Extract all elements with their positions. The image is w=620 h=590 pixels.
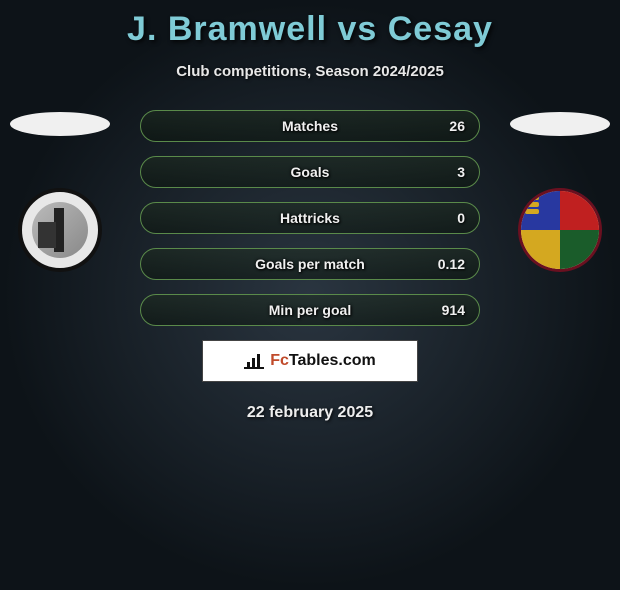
brand-prefix: Fc: [270, 352, 289, 369]
stat-label: Goals per match: [255, 256, 365, 272]
brand-suffix: Tables.com: [289, 352, 376, 369]
stat-label: Matches: [282, 118, 338, 134]
comparison-panel: Matches 26 Goals 3 Hattricks 0 Goals per…: [0, 110, 620, 422]
bar-chart-icon: [244, 353, 264, 369]
brand-text: FcTables.com: [270, 352, 376, 370]
page-subtitle: Club competitions, Season 2024/2025: [0, 63, 620, 80]
stat-value-right: 0: [457, 210, 465, 226]
stat-value-right: 0.12: [438, 256, 465, 272]
stat-value-right: 3: [457, 164, 465, 180]
badge-quarter-3: [521, 230, 560, 269]
generated-date: 22 february 2025: [0, 404, 620, 422]
stat-bars: Matches 26 Goals 3 Hattricks 0 Goals per…: [140, 110, 480, 326]
badge-quarter-4: [560, 230, 599, 269]
badge-quarter-2: [560, 191, 599, 230]
player-left-avatar-placeholder: [10, 112, 110, 136]
player-left-column: [0, 110, 120, 272]
stat-bar-goals-per-match: Goals per match 0.12: [140, 248, 480, 280]
player-right-avatar-placeholder: [510, 112, 610, 136]
page-title: J. Bramwell vs Cesay: [0, 10, 620, 49]
player-right-club-badge: [518, 188, 602, 272]
badge-quarter-1: [521, 191, 560, 230]
player-right-column: [500, 110, 620, 272]
player-left-club-badge: [18, 188, 102, 272]
stat-bar-min-per-goal: Min per goal 914: [140, 294, 480, 326]
stat-label: Goals: [291, 164, 330, 180]
stat-label: Min per goal: [269, 302, 351, 318]
stat-bar-hattricks: Hattricks 0: [140, 202, 480, 234]
stat-value-right: 26: [449, 118, 465, 134]
stat-bar-goals: Goals 3: [140, 156, 480, 188]
stat-bar-matches: Matches 26: [140, 110, 480, 142]
gateshead-badge-graphic: [32, 202, 88, 258]
stat-label: Hattricks: [280, 210, 340, 226]
stat-value-right: 914: [442, 302, 465, 318]
brand-link[interactable]: FcTables.com: [202, 340, 418, 382]
